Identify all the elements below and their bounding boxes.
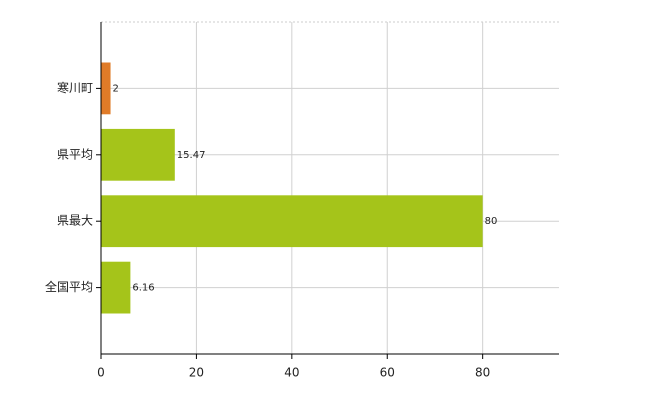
bar <box>101 261 131 314</box>
bar <box>101 62 111 115</box>
x-tick-label: 80 <box>475 366 490 380</box>
y-tick-label: 県平均 <box>57 147 93 161</box>
bar <box>101 128 175 181</box>
value-label: 80 <box>485 216 498 227</box>
x-tick-label: 20 <box>189 366 204 380</box>
value-label: 2 <box>113 83 119 94</box>
value-label: 6.16 <box>132 283 154 294</box>
x-tick-label: 40 <box>284 366 299 380</box>
bar <box>101 195 483 248</box>
x-tick-label: 0 <box>97 366 105 380</box>
x-tick-label: 60 <box>380 366 395 380</box>
y-tick-label: 寒川町 <box>57 80 93 95</box>
y-tick-label: 県最大 <box>57 214 93 228</box>
y-tick-label: 全国平均 <box>45 279 93 294</box>
value-label: 15.47 <box>177 150 206 161</box>
